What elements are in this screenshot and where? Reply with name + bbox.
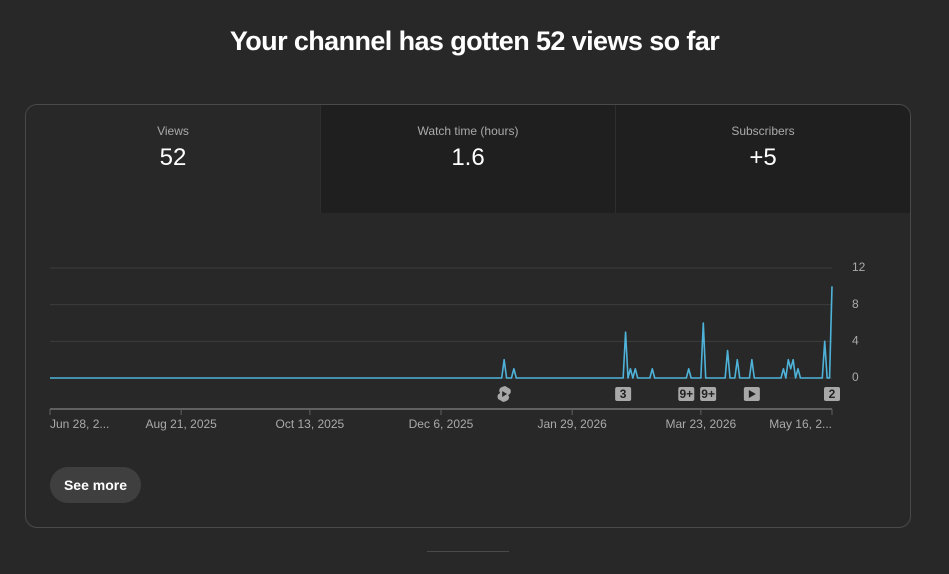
metric-tab[interactable]: Views 52 bbox=[26, 105, 320, 213]
metric-tabs: Views 52 Watch time (hours) 1.6 Subscrib… bbox=[26, 105, 910, 213]
summary-card: Views 52 Watch time (hours) 1.6 Subscrib… bbox=[25, 104, 911, 528]
tab-label: Views bbox=[157, 124, 189, 138]
metric-tab[interactable]: Watch time (hours) 1.6 bbox=[320, 105, 615, 213]
metric-tab[interactable]: Subscribers +5 bbox=[615, 105, 910, 213]
tab-value: +5 bbox=[749, 144, 777, 171]
see-more-button[interactable]: See more bbox=[50, 467, 141, 503]
tab-label: Subscribers bbox=[731, 124, 795, 138]
page-title: Your channel has gotten 52 views so far bbox=[229, 26, 720, 56]
tab-value: 1.6 bbox=[451, 144, 485, 171]
tab-value: 52 bbox=[159, 144, 187, 171]
tab-label: Watch time (hours) bbox=[417, 124, 519, 138]
divider bbox=[427, 551, 509, 552]
